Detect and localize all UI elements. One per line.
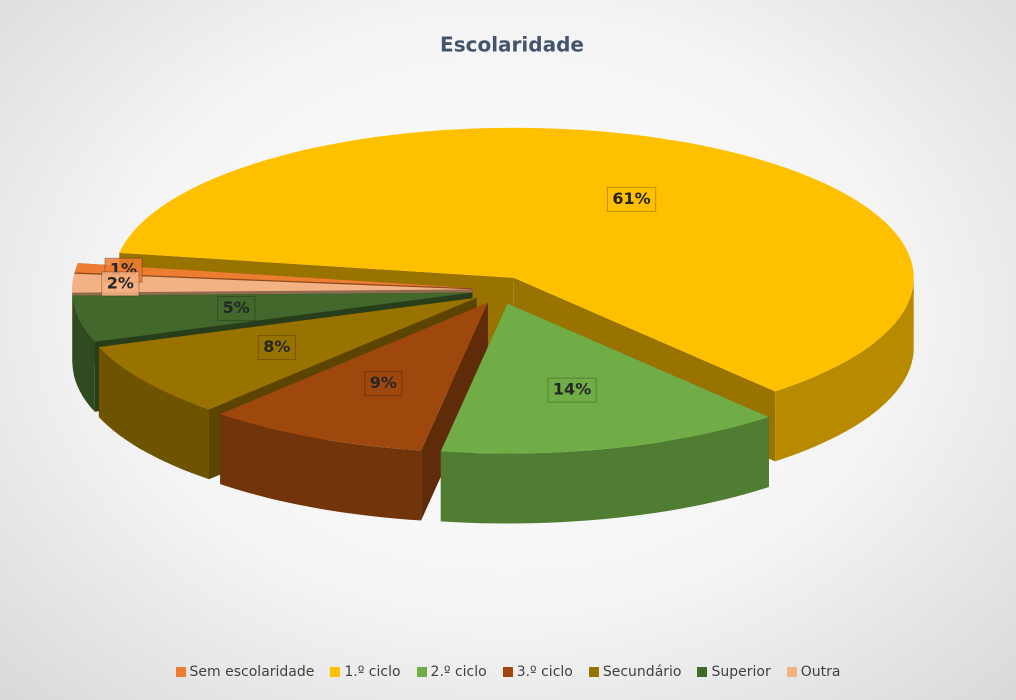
legend-item: Outra — [786, 664, 841, 680]
legend-label: 3.º ciclo — [516, 664, 573, 680]
slice — [440, 303, 769, 454]
slice-group — [440, 303, 769, 524]
data-label: 2% — [107, 273, 134, 292]
chart-title: Escolaridade — [440, 33, 584, 57]
data-label-box — [547, 377, 597, 403]
legend-label: Superior — [711, 664, 771, 680]
legend-item: Secundário — [588, 664, 682, 680]
slice-side — [440, 417, 769, 524]
legend-swatch — [175, 667, 186, 677]
slice-side — [220, 414, 422, 521]
legend-swatch — [697, 667, 708, 677]
legend-item: 1.º ciclo — [330, 664, 401, 680]
legend-swatch — [502, 667, 513, 677]
legend-label: Outra — [800, 664, 841, 680]
legend-item: 3.º ciclo — [502, 664, 573, 680]
slice-side — [98, 347, 209, 480]
data-label: 8% — [263, 337, 290, 356]
slice-side — [72, 295, 95, 412]
legend-label: Sem escolaridade — [189, 664, 315, 680]
data-label: 5% — [223, 298, 250, 317]
data-label-box — [217, 295, 256, 321]
data-label: 14% — [553, 380, 591, 399]
data-label-box — [257, 335, 296, 361]
data-label: 9% — [370, 373, 397, 392]
legend-label: Secundário — [602, 664, 682, 680]
legend-label: 1.º ciclo — [344, 664, 401, 680]
legend-swatch — [786, 667, 797, 677]
slice — [220, 302, 488, 451]
slice — [72, 273, 472, 293]
legend-item: 2.º ciclo — [416, 664, 487, 680]
data-label-box — [606, 186, 657, 212]
legend-item: Sem escolaridade — [175, 664, 315, 680]
slice — [72, 292, 473, 342]
data-label-box — [364, 371, 403, 397]
slice-group — [220, 302, 488, 521]
legend-swatch — [330, 667, 341, 677]
data-label: 61% — [612, 189, 650, 208]
legend-swatch — [416, 667, 427, 677]
legend-swatch — [588, 667, 599, 677]
legend-label: 2.º ciclo — [430, 664, 487, 680]
slice — [74, 263, 473, 289]
legend: Sem escolaridade 1.º ciclo 2.º ciclo 3.º ci… — [0, 664, 1016, 680]
legend-item: Superior — [697, 664, 771, 680]
chart: Escolaridade 1%61%14%9%8%5%2% — [72, 33, 914, 524]
data-label-box — [101, 271, 140, 297]
slice-side — [775, 277, 914, 462]
slice — [119, 127, 914, 392]
